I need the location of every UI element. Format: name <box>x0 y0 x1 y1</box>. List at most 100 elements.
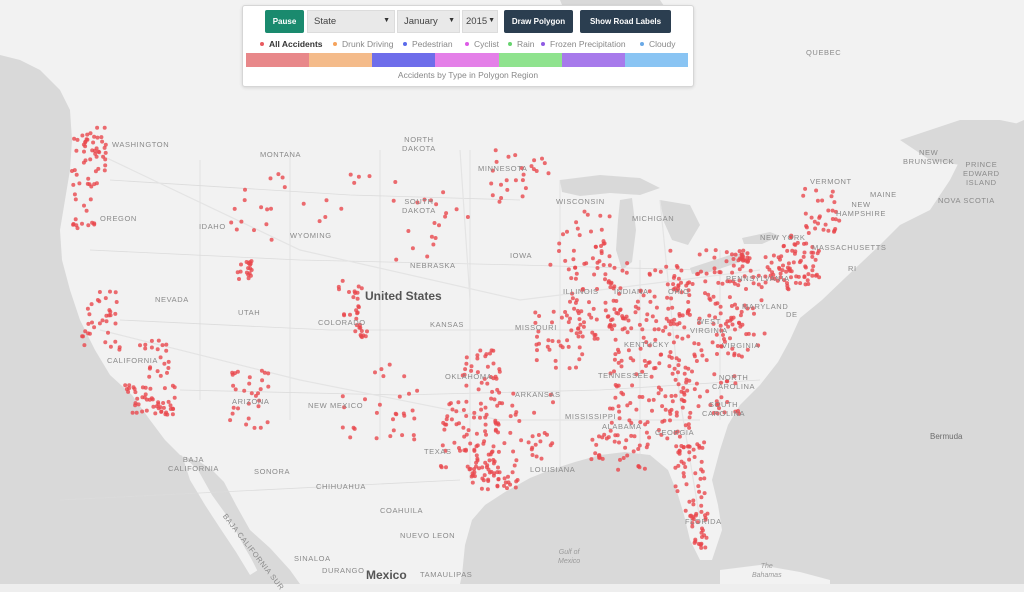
accident-point <box>601 263 606 267</box>
label-south-carolina: SOUTH CAROLINA <box>702 400 746 418</box>
accident-point <box>740 264 745 269</box>
legend-pedestrian[interactable]: Pedestrian <box>403 39 453 49</box>
accident-point <box>745 347 750 352</box>
accident-point <box>608 406 612 411</box>
legend-cloudy[interactable]: Cloudy <box>640 39 675 49</box>
accident-point <box>682 371 687 376</box>
accident-point <box>571 257 576 262</box>
accident-point <box>713 301 718 306</box>
accident-point <box>437 223 441 228</box>
accident-point <box>576 334 581 339</box>
legend-drunk-driving[interactable]: Drunk Driving <box>333 39 394 49</box>
accident-point <box>233 371 237 376</box>
accident-point <box>445 414 450 419</box>
accident-point <box>95 125 100 130</box>
label-massachusetts: MASSACHUSETTS <box>812 243 887 252</box>
accident-point <box>645 442 650 447</box>
label-idaho: IDAHO <box>199 222 226 231</box>
year-select[interactable]: 2015 ▼ <box>462 10 498 33</box>
accident-point <box>535 348 539 353</box>
accident-point <box>618 457 622 462</box>
accident-point <box>113 339 118 344</box>
accident-point <box>565 229 569 234</box>
label-maryland: MARYLAND <box>742 302 789 311</box>
accident-point <box>102 145 107 150</box>
accident-point <box>608 281 613 286</box>
accident-point <box>104 313 109 318</box>
accident-point <box>561 232 565 237</box>
accident-point <box>707 313 712 318</box>
accident-point <box>742 303 747 308</box>
accident-point <box>497 390 502 395</box>
accident-point <box>837 218 842 223</box>
accident-point <box>669 296 674 301</box>
accident-point <box>681 445 686 449</box>
accident-point <box>690 369 694 374</box>
accident-point <box>144 408 149 413</box>
accident-point <box>644 363 648 368</box>
legend-rain[interactable]: Rain <box>508 39 534 49</box>
accident-point <box>82 149 86 154</box>
month-select[interactable]: January ▼ <box>397 10 460 33</box>
accident-point <box>697 321 701 325</box>
accident-point <box>612 439 617 444</box>
accident-point <box>805 278 810 283</box>
legend-cyclist[interactable]: Cyclist <box>465 39 499 49</box>
accident-point <box>495 483 500 488</box>
label-iowa: IOWA <box>510 251 533 260</box>
accident-point <box>712 372 717 377</box>
accident-point <box>684 380 689 385</box>
accident-point <box>605 314 610 319</box>
accident-point <box>814 188 819 193</box>
accident-point <box>790 248 795 253</box>
label-north-dakota: NORTH DAKOTA <box>402 135 436 153</box>
accident-point <box>92 182 97 187</box>
accident-point <box>806 231 811 235</box>
accident-point <box>690 524 695 529</box>
accident-point <box>718 304 723 309</box>
accident-point <box>563 258 568 263</box>
accident-point <box>464 432 469 437</box>
accident-point <box>741 248 746 253</box>
label-sinaloa: SINALOA <box>294 554 331 563</box>
accident-point <box>149 345 154 350</box>
accident-point <box>728 336 732 341</box>
region-select[interactable]: State ▼ <box>307 10 395 33</box>
accident-point <box>785 281 789 286</box>
accident-point <box>461 408 466 412</box>
dot-icon <box>508 41 512 46</box>
draw-polygon-button[interactable]: Draw Polygon <box>504 10 573 33</box>
accident-point <box>789 234 794 239</box>
accident-point <box>488 351 492 356</box>
accident-point <box>106 330 110 335</box>
accident-point <box>158 405 163 410</box>
accident-point <box>613 395 618 400</box>
accident-point <box>679 397 684 402</box>
accident-point <box>741 258 745 263</box>
accident-type-legend: All Accidents Drunk Driving Pedestrian C… <box>243 39 693 51</box>
accident-point <box>680 405 685 410</box>
pause-button[interactable]: Pause <box>265 10 304 33</box>
accident-point <box>472 467 476 472</box>
accident-point <box>715 411 720 416</box>
accident-point <box>787 266 792 271</box>
accident-point <box>73 197 78 202</box>
accident-point <box>712 270 717 275</box>
accident-point <box>737 278 742 283</box>
legend-frozen-precipitation[interactable]: Frozen Precipitation <box>541 39 626 49</box>
bar-segment-rain <box>498 53 562 67</box>
accident-point <box>564 313 569 318</box>
accident-point <box>353 291 358 295</box>
show-road-labels-button[interactable]: Show Road Labels <box>580 10 671 33</box>
accident-point <box>466 428 471 433</box>
accident-point <box>595 260 600 265</box>
accident-point <box>745 251 750 256</box>
accident-point <box>568 316 572 321</box>
accident-point <box>830 217 835 221</box>
bar-segment-all-accidents <box>246 53 310 67</box>
accident-point <box>438 464 443 468</box>
accident-point <box>752 311 756 316</box>
legend-all-accidents[interactable]: All Accidents <box>260 39 323 49</box>
accident-point <box>687 457 692 462</box>
